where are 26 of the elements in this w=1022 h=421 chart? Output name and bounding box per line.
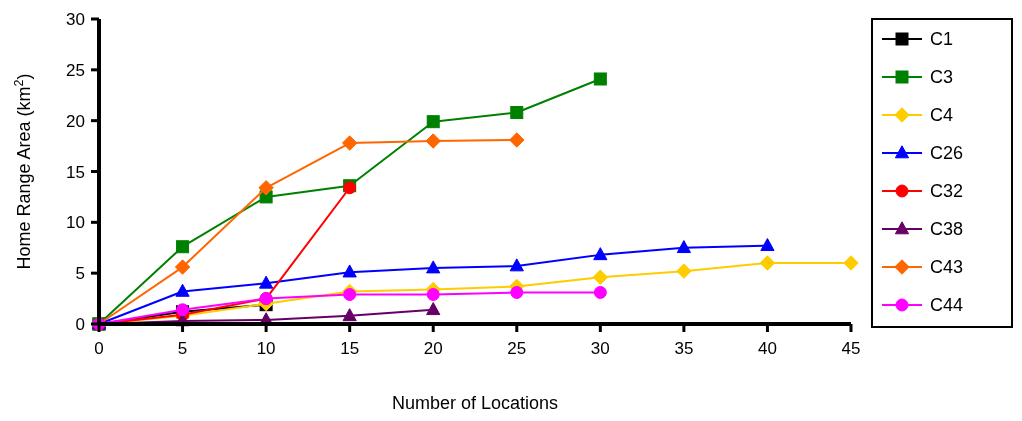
legend-label: C3 (930, 67, 954, 87)
y-tick-label: 10 (66, 213, 85, 233)
y-tick-label: 20 (66, 111, 85, 131)
legend-label: C43 (930, 257, 964, 277)
x-tick-label: 5 (177, 339, 188, 358)
legend-label: C32 (930, 181, 964, 201)
legend-label: C1 (930, 29, 954, 49)
x-tick-label: 45 (841, 339, 861, 358)
legend-label: C38 (930, 219, 964, 239)
x-tick-label: 25 (507, 339, 527, 358)
legend-label: C44 (930, 295, 964, 315)
y-tick-label: 15 (66, 162, 85, 182)
x-tick-label: 0 (94, 339, 104, 358)
legend-label: C4 (930, 105, 954, 125)
x-tick-label: 40 (757, 339, 777, 358)
y-tick-label: 30 (66, 10, 85, 29)
y-tick-label: 0 (75, 315, 85, 334)
x-tick-label: 15 (340, 339, 360, 358)
x-tick-label: 35 (674, 339, 694, 358)
y-tick-label: 5 (75, 264, 85, 284)
x-tick-label: 30 (590, 339, 610, 358)
x-axis-title: Number of Locations (391, 393, 559, 413)
x-tick-label: 10 (256, 339, 276, 358)
legend-label: C26 (930, 143, 964, 163)
y-tick-label: 25 (66, 60, 85, 80)
x-tick-label: 20 (423, 339, 443, 358)
